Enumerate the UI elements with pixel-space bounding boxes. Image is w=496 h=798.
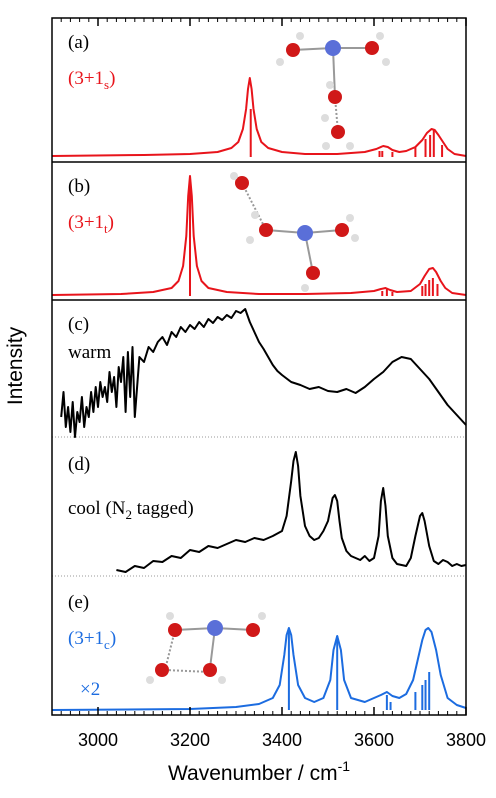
molecule-b bbox=[230, 172, 359, 292]
x-axis-label-sup: -1 bbox=[338, 758, 351, 774]
panel-note: warm bbox=[68, 342, 111, 363]
x-tick-label: 3400 bbox=[262, 730, 302, 750]
panel-note: (3+1c) bbox=[68, 628, 116, 652]
molecule-e bbox=[146, 612, 266, 684]
panel-label: (d) bbox=[68, 454, 90, 475]
panel-label: (e) bbox=[68, 592, 89, 613]
y-axis-label: Intensity bbox=[4, 326, 27, 405]
panel-note: (3+1s) bbox=[68, 68, 115, 92]
panel-note-text: warm bbox=[68, 342, 111, 363]
panel-note-tail: tagged) bbox=[132, 498, 194, 519]
frame bbox=[52, 18, 466, 715]
panel-note: (3+1t) bbox=[68, 212, 114, 236]
x-tick-label: 3600 bbox=[354, 730, 394, 750]
panel-note-tail: ) bbox=[110, 628, 116, 649]
panel-label: (c) bbox=[68, 314, 89, 335]
panel-note-tail: ) bbox=[108, 212, 114, 233]
spectrum bbox=[52, 78, 466, 156]
chart: Intensity (a) (3+1s) (b) (3+1t) (c) warm (d) co… bbox=[0, 0, 496, 798]
x-axis-label-text: Wavenumber / cm bbox=[168, 762, 338, 785]
panel-label: (b) bbox=[68, 176, 90, 197]
scale-note: ×2 bbox=[80, 679, 100, 700]
x-axis-label: Wavenumber / cm-1 bbox=[168, 758, 350, 785]
panel-note-tail: ) bbox=[109, 68, 115, 89]
panel-note-text: (3+1 bbox=[68, 212, 104, 233]
spectrum bbox=[52, 176, 466, 295]
panel-note-text: (3+1 bbox=[68, 68, 104, 89]
panel-note-text: (3+1 bbox=[68, 628, 104, 649]
x-tick-label: 3800 bbox=[446, 730, 486, 750]
panel-note: cool (N2 tagged) bbox=[68, 498, 194, 522]
x-tick-label: 3200 bbox=[170, 730, 210, 750]
molecule-a bbox=[276, 32, 390, 150]
panel-label: (a) bbox=[68, 32, 89, 53]
spectrum bbox=[61, 309, 466, 437]
panel-note-text: cool (N bbox=[68, 498, 126, 519]
x-tick-label: 3000 bbox=[78, 730, 118, 750]
